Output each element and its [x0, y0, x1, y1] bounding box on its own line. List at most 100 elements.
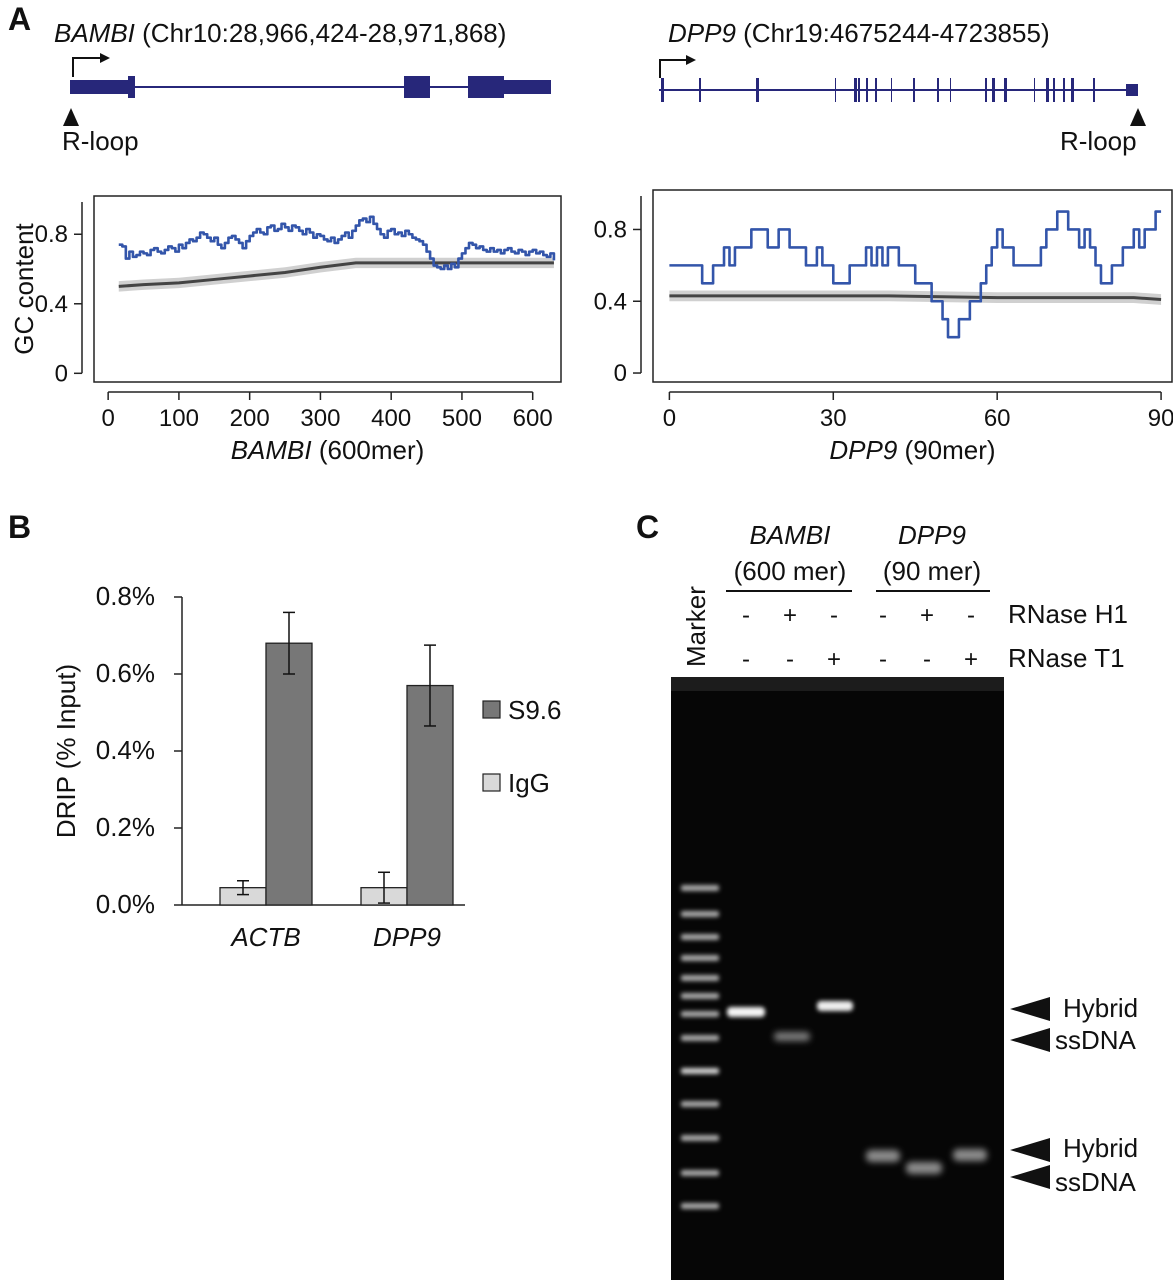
gel-treatment-signs: - + - - + - - - + - - + [742, 602, 978, 673]
y-tick-label: 0 [55, 360, 68, 387]
plot-frame [652, 189, 1173, 383]
gel-well-strip [671, 677, 1004, 691]
x-axis-label: DPP9 (90mer) [829, 435, 995, 465]
plot-frame [93, 195, 562, 383]
treatment-sign: - [879, 602, 887, 629]
x-axis-label-gene: BAMBI [231, 435, 312, 465]
dpp9-exon [756, 78, 759, 102]
band-arrow-ssdna-1 [1010, 1028, 1050, 1052]
gel-group-title-dpp9: DPP9 [898, 520, 966, 550]
gc-content-line [669, 210, 1162, 339]
dpp9-exon [835, 78, 836, 102]
treatment-sign: - [967, 602, 975, 629]
dpp9-exon [1063, 78, 1065, 102]
dpp9-exon [875, 78, 877, 102]
panel-label-a: A [8, 1, 31, 37]
treatment-sign: + [783, 602, 797, 629]
gel-panel: Marker BAMBI (600 mer) DPP9 (90 mer) - + -… [671, 520, 1138, 1280]
bambi-exon-2 [404, 76, 430, 98]
ladder-band [681, 1203, 719, 1209]
ladder-band [681, 934, 719, 940]
band-arrow-ssdna-2 [1010, 1165, 1050, 1189]
gel-ladder [681, 885, 719, 1209]
treatment-sign: - [830, 602, 838, 629]
gel-group-subtitle-dpp9: (90 mer) [883, 556, 981, 586]
dpp9-tss-arrowhead [686, 55, 696, 65]
dpp9-gene-model: R-loop [659, 55, 1146, 156]
bambi-exon-1b [128, 76, 135, 98]
y-tick-label: 0.0% [96, 889, 155, 919]
marker-label: Marker [681, 586, 711, 667]
background-gc-mean-line [118, 261, 554, 288]
dpp9-exon [699, 78, 701, 102]
dpp9-exon [1071, 78, 1074, 102]
band-label-ssdna-2: ssDNA [1055, 1167, 1137, 1197]
ladder-band [681, 955, 719, 961]
gel-group-subtitle-bambi: (600 mer) [734, 556, 847, 586]
dpp9-tss-arrow [659, 59, 686, 78]
legend-label-igg: IgG [508, 768, 550, 798]
gc-content-chart-dpp9: 0 0.4 0.8 0 30 60 90 DPP9 (90mer) [594, 189, 1173, 465]
treatment-label-rnase-t1: RNase T1 [1008, 643, 1125, 673]
background-gc-mean-line [669, 294, 1162, 301]
dpp9-exon [937, 78, 939, 102]
treatment-sign: - [879, 646, 887, 673]
band-arrow-hybrid-1 [1010, 997, 1050, 1021]
treatment-sign: + [827, 646, 841, 673]
bar-s96-actb [265, 642, 313, 906]
treatment-sign: - [923, 646, 931, 673]
y-axis-label: DRIP (% Input) [51, 664, 81, 838]
gel-image [671, 677, 1004, 1280]
dpp9-exon [854, 78, 857, 102]
x-tick-label: 0 [101, 405, 114, 432]
dpp9-exon [985, 78, 987, 102]
bambi-rloop-label: R-loop [62, 126, 139, 156]
y-tick-label: 0.2% [96, 812, 155, 842]
dpp9-exon [1004, 78, 1007, 102]
x-axis-label-length: (90mer) [897, 435, 995, 465]
gel-group-title-bambi: BAMBI [750, 520, 831, 550]
x-axis-label-gene: DPP9 [829, 435, 897, 465]
band-arrow-hybrid-2 [1010, 1138, 1050, 1162]
dpp9-exon [866, 78, 868, 102]
y-tick-label: 0.4 [594, 288, 627, 315]
y-tick-label: 0.8 [35, 221, 68, 248]
bambi-tss-arrow [72, 57, 100, 77]
y-tick-label: 0.6% [96, 658, 155, 688]
gc-content-chart-bambi: 0 0.4 0.8 0 100 200 300 400 500 600 BAMBI (600mer)… [9, 195, 562, 465]
band-bambi-h1-ssdna [774, 1032, 810, 1041]
bambi-rloop-marker [63, 108, 79, 126]
x-tick-label: 100 [159, 405, 199, 432]
ladder-band [681, 1011, 719, 1017]
y-axis-label: GC content [9, 222, 39, 354]
dpp9-exon [1053, 78, 1055, 102]
dpp9-exon [661, 78, 664, 102]
band-label-ssdna-1: ssDNA [1055, 1025, 1137, 1055]
bambi-exon-3 [468, 76, 504, 98]
bambi-tss-arrowhead [100, 53, 110, 63]
dpp9-exon [1046, 78, 1049, 102]
y-tick-label: 0.8 [594, 216, 627, 243]
x-tick-label: 90 [1148, 405, 1173, 432]
x-tick-label: 60 [984, 405, 1011, 432]
legend-label-s96: S9.6 [508, 695, 562, 725]
y-tick-label: 0.4% [96, 735, 155, 765]
band-dpp9-t1-hybrid [953, 1149, 987, 1161]
ladder-band [681, 911, 719, 917]
bambi-exon-3-utr [504, 80, 551, 94]
treatment-sign: - [786, 646, 794, 673]
x-axis-label: BAMBI (600mer) [231, 435, 425, 465]
y-tick-label: 0.4 [35, 291, 68, 318]
x-category-label: ACTB [229, 922, 300, 952]
ladder-band [681, 975, 719, 981]
panel-label-c: C [636, 509, 659, 545]
gel-bands [727, 1001, 987, 1174]
drip-bar-chart: 0.0% 0.2% 0.4% 0.6% 0.8% DRIP (% Input) ACTB DP… [51, 581, 562, 952]
treatment-sign: - [742, 646, 750, 673]
x-tick-label: 0 [663, 405, 676, 432]
treatment-sign: + [920, 602, 934, 629]
dpp9-exon [1034, 78, 1035, 102]
bambi-gene-title: BAMBI (Chr10:28,966,424-28,971,868) [54, 18, 506, 48]
ladder-band [681, 1068, 719, 1074]
y-tick-label: 0.8% [96, 581, 155, 611]
